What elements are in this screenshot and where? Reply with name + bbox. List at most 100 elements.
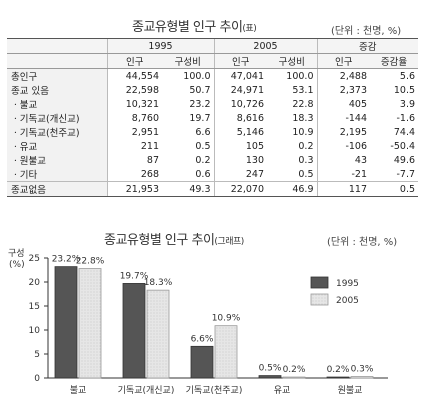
cell-value: -21: [316, 167, 370, 182]
bar-value-label: 22.8%: [76, 257, 105, 267]
cell-value: 23.2: [189, 98, 211, 110]
bar: [122, 283, 146, 379]
cell-value: 74.4: [393, 126, 416, 138]
x-tick-label: 원불교: [338, 385, 363, 396]
cell-value: 100.0: [183, 70, 211, 82]
table-title-text: 종교유형별 인구 추이: [132, 20, 243, 35]
cell-value: -1.6: [396, 112, 416, 124]
cell-value: 268: [106, 167, 162, 182]
y-tick-label: 10: [29, 326, 41, 336]
cell-value: 46.9: [267, 181, 317, 197]
cell-value: 0.5: [195, 140, 211, 152]
y-tick-label: 5: [34, 350, 40, 360]
row-label: ㆍ유교: [7, 139, 107, 153]
table-subheader: 인구 구성비 인구 구성비 인구 증감율: [7, 53, 419, 69]
row-label: 종교없음: [7, 181, 107, 197]
table-row: ㆍ기독교(개신교) 8,760 19.7 8,616 18.3 -144 -1.6: [7, 111, 418, 125]
cell-value: 19.7: [189, 112, 211, 124]
cell-value: 130: [213, 153, 267, 167]
bar: [326, 376, 350, 379]
cell-value: 3.9: [399, 98, 416, 110]
row-label: ㆍ기독교(천주교): [7, 125, 107, 139]
change-header: 증감: [316, 38, 419, 54]
x-tick-label: 기독교(천주교): [186, 385, 243, 396]
cell-value: 8,760: [106, 111, 162, 125]
bar: [258, 375, 282, 379]
y-tick-label: 25: [29, 254, 40, 264]
bar-value-label: 19.7%: [120, 271, 149, 281]
bar: [146, 289, 170, 379]
chart-title: 종교유형별 인구 추이(그래프): [104, 229, 244, 248]
bar-value-label: 0.2%: [283, 365, 306, 375]
chart-title-suffix: (그래프): [214, 237, 244, 247]
bar: [190, 345, 214, 379]
cell-value: -144: [316, 111, 370, 125]
subheader-cell: 구성비: [267, 53, 317, 69]
cell-value: 2,195: [316, 125, 370, 139]
cell-value: 21,953: [106, 181, 162, 197]
cell-value: 8,616: [213, 111, 267, 125]
cell-value: -106: [316, 139, 370, 153]
bar: [350, 376, 374, 379]
cell-value: 5,146: [213, 125, 267, 139]
cell-value: 49.3: [162, 181, 214, 197]
bar: [214, 325, 238, 379]
cell-value: -7.7: [396, 168, 416, 180]
table-body: 총인구 44,554 100.0 47,041 100.0 2,488 5.6 종교 있음 22…: [7, 68, 419, 197]
cell-value: 117: [316, 181, 370, 197]
legend-label: 1995: [336, 279, 359, 289]
cell-value: -50.4: [390, 140, 416, 152]
bar: [78, 268, 102, 379]
table-row: ㆍ불교 10,321 23.2 10,726 22.8 405 3.9: [7, 97, 418, 111]
cell-value: 0.3: [298, 154, 314, 166]
cell-value: 100.0: [286, 70, 314, 82]
y-tick-label: 0: [34, 374, 40, 384]
table-row: 종교 있음 22,598 50.7 24,971 53.1 2,373 10.5: [7, 83, 418, 97]
cell-value: 2,488: [316, 68, 370, 83]
table-title: 종교유형별 인구 추이(표): [132, 16, 257, 35]
cell-value: 22,070: [213, 181, 267, 197]
row-label: ㆍ기타: [7, 167, 107, 182]
bar: [282, 376, 306, 379]
row-label: 총인구: [7, 68, 107, 83]
cell-value: 0.2: [298, 140, 314, 152]
table-row: 종교없음 21,953 49.3 22,070 46.9 117 0.5: [7, 181, 419, 197]
cell-value: 22.8: [292, 98, 314, 110]
subheader-cell: 인구: [213, 53, 267, 69]
x-tick-label: 불교: [70, 385, 87, 396]
cell-value: 43: [316, 153, 370, 167]
corner-cell: [7, 53, 107, 69]
cell-value: 10.9: [292, 126, 314, 138]
cell-value: 0.6: [195, 168, 211, 180]
cell-value: 10.5: [393, 84, 416, 96]
cell-value: 0.5: [370, 181, 419, 197]
bar-value-label: 6.6%: [191, 334, 214, 344]
row-label: ㆍ불교: [7, 97, 107, 111]
cell-value: 53.1: [292, 84, 314, 96]
table-row: ㆍ기독교(천주교) 2,951 6.6 5,146 10.9 2,195 74.4: [7, 125, 418, 139]
bar-value-label: 23.2%: [52, 255, 81, 265]
year-header: 2005: [213, 38, 317, 54]
subheader-cell: 인구: [316, 53, 370, 69]
table-row: 총인구 44,554 100.0 47,041 100.0 2,488 5.6: [7, 68, 418, 83]
y-tick-label: 20: [29, 278, 41, 288]
cell-value: 18.3: [292, 112, 314, 124]
cell-value: 0.5: [298, 168, 314, 180]
cell-value: 50.7: [189, 84, 211, 96]
row-label: 종교 있음: [7, 83, 107, 97]
x-tick-label: 기독교(개신교): [118, 385, 175, 396]
legend-swatch: [310, 276, 329, 289]
cell-value: 24,971: [213, 83, 267, 97]
chart-title-text: 종교유형별 인구 추이: [104, 233, 215, 248]
cell-value: 47,041: [213, 68, 267, 83]
cell-value: 22,598: [106, 83, 162, 97]
cell-value: 44,554: [106, 68, 162, 83]
chart-unit: (단위 : 천명, %): [327, 237, 398, 248]
bar-value-label: 0.5%: [259, 364, 282, 374]
cell-value: 10,726: [213, 97, 267, 111]
legend-swatch: [310, 293, 329, 306]
cell-value: 10,321: [106, 97, 162, 111]
year-header: 1995: [106, 38, 214, 54]
y-axis-label: 구성 (%): [8, 248, 25, 270]
bar: [54, 266, 78, 379]
